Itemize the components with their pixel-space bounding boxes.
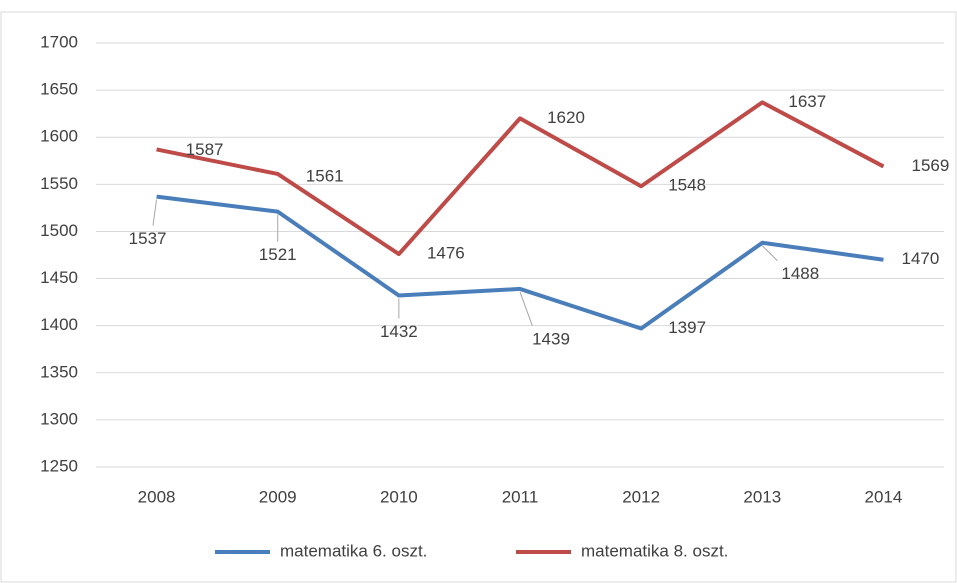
chart-frame — [0, 11, 957, 583]
x-tick-label: 2008 — [138, 487, 176, 506]
legend-label: matematika 8. oszt. — [581, 541, 728, 560]
data-label: 1569 — [912, 156, 950, 175]
series-line — [156, 194, 884, 331]
y-tick-label: 1350 — [40, 362, 78, 381]
y-tick-label: 1700 — [40, 32, 78, 51]
data-label: 1439 — [532, 329, 570, 348]
legend-label: matematika 6. oszt. — [280, 541, 427, 560]
data-label: 1561 — [306, 166, 344, 185]
data-label: 1548 — [668, 176, 706, 195]
data-label: 1397 — [668, 318, 706, 337]
y-tick-label: 1650 — [40, 80, 78, 99]
data-label: 1587 — [186, 140, 224, 159]
y-tick-label: 1400 — [40, 315, 78, 334]
data-label: 1476 — [427, 244, 465, 263]
y-tick-label: 1300 — [40, 409, 78, 428]
series-line — [156, 100, 885, 257]
data-label: 1521 — [259, 245, 297, 264]
y-tick-label: 1550 — [40, 174, 78, 193]
x-tick-label: 2009 — [259, 487, 297, 506]
data-label: 1537 — [129, 229, 167, 248]
x-tick-label: 2012 — [622, 487, 660, 506]
x-tick-label: 2011 — [502, 487, 539, 506]
data-label: 1620 — [547, 108, 585, 127]
x-tick-label: 2013 — [743, 487, 781, 506]
leader-line — [519, 291, 533, 327]
y-tick-label: 1600 — [40, 127, 78, 146]
data-label: 1488 — [781, 264, 819, 283]
leader-line — [761, 245, 778, 262]
data-label: 1637 — [788, 92, 826, 111]
y-tick-label: 1450 — [40, 268, 78, 287]
data-label: 1432 — [380, 322, 418, 341]
leader-line — [152, 199, 158, 226]
y-tick-label: 1250 — [40, 456, 78, 475]
x-tick-label: 2010 — [380, 487, 418, 506]
x-tick-label: 2014 — [865, 487, 903, 506]
y-tick-label: 1500 — [40, 221, 78, 240]
data-label: 1470 — [902, 249, 940, 268]
